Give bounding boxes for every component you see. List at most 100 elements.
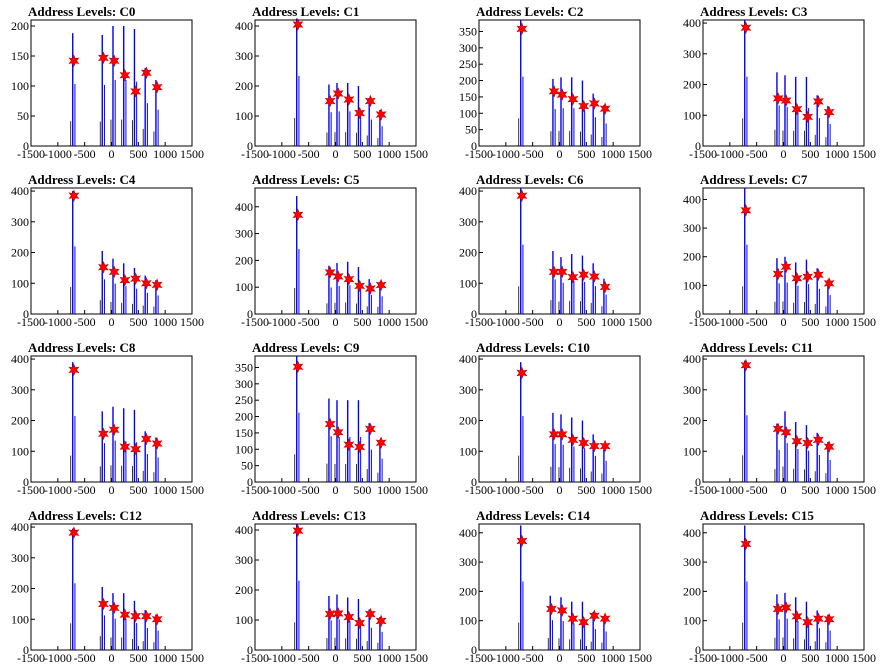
y-tick-label: 0 [247, 307, 253, 321]
spike-group [294, 524, 300, 650]
x-tick-label: -500 [522, 315, 544, 329]
y-tick-label: 100 [11, 276, 29, 290]
peak-marker [780, 601, 792, 614]
y-tick-label: 150 [11, 49, 29, 63]
chart-title: Address Levels: C14 [476, 508, 590, 523]
peak-marker [599, 102, 611, 116]
chart-title: Address Levels: C11 [700, 340, 813, 355]
spike-group [590, 263, 596, 314]
y-tick-label: 100 [459, 614, 477, 628]
peak-marker [516, 22, 528, 36]
x-tick-label: -1000 [268, 315, 296, 329]
y-tick-label: 0 [695, 139, 701, 153]
x-tick-label: 500 [577, 147, 595, 161]
plot-frame [254, 187, 417, 315]
peak-marker [332, 87, 344, 100]
y-tick-label: 100 [11, 612, 29, 626]
y-tick-label: 100 [683, 108, 701, 122]
peak-marker [130, 85, 142, 98]
x-tick-label: 500 [129, 147, 147, 161]
y-tick-label: 300 [683, 221, 701, 235]
y-tick-label: 400 [683, 192, 701, 206]
peak-marker [375, 436, 387, 449]
peak-marker [599, 612, 611, 625]
x-tick-label: 500 [353, 315, 371, 329]
x-tick-label: -500 [298, 315, 320, 329]
spike-group [366, 423, 372, 482]
x-tick-label: 1500 [852, 147, 876, 161]
peak-marker [68, 526, 80, 539]
peak-marker [140, 432, 152, 446]
spike-group [774, 258, 780, 314]
peak-marker [140, 66, 152, 80]
peak-marker [343, 93, 355, 106]
y-tick-label: 300 [683, 555, 701, 569]
peak-marker [588, 439, 600, 453]
peak-marker [108, 265, 120, 279]
peak-marker [791, 609, 803, 623]
y-tick-label: 100 [683, 278, 701, 292]
x-tick-label: 0 [781, 483, 787, 497]
x-tick-label: -1000 [492, 315, 520, 329]
x-tick-label: 1000 [377, 315, 401, 329]
plot-frame [30, 355, 193, 483]
chart-title: Address Levels: C2 [476, 4, 583, 19]
peak-marker [97, 427, 109, 441]
chart-svg: Address Levels: C7 0 100 200 300 400 -1500-100… [683, 172, 876, 329]
y-tick-label: 300 [11, 383, 29, 397]
peak-marker [588, 609, 600, 622]
y-tick-label: 0 [23, 307, 29, 321]
peak-marker [68, 54, 80, 68]
spike-group [793, 597, 799, 650]
y-tick-label: 200 [683, 78, 701, 92]
y-tick-label: 300 [459, 555, 477, 569]
x-tick-label: 0 [781, 315, 787, 329]
spike-group [590, 434, 596, 482]
x-tick-label: -1500 [17, 651, 45, 665]
y-tick-label: 100 [683, 444, 701, 458]
spike-group [569, 254, 575, 314]
x-tick-label: 1500 [628, 147, 652, 161]
x-tick-label: 1500 [404, 483, 428, 497]
plot-frame [30, 19, 193, 147]
chart-title: Address Levels: C0 [28, 4, 135, 19]
peak-marker [151, 80, 163, 94]
x-tick-label: 1500 [852, 483, 876, 497]
y-tick-label: 350 [459, 24, 477, 38]
x-tick-label: 1500 [404, 147, 428, 161]
spike-group [345, 597, 351, 650]
y-tick-label: 200 [683, 584, 701, 598]
chart-svg: Address Levels: C3 0 100 200 300 400 -1500-100… [683, 4, 876, 161]
chart-title: Address Levels: C15 [700, 508, 814, 523]
peak-marker [354, 440, 366, 454]
x-tick-label: -1500 [241, 483, 269, 497]
spike-group [377, 439, 383, 482]
spike-group [110, 406, 116, 482]
peak-marker [375, 108, 387, 121]
x-tick-label: -1500 [465, 483, 493, 497]
x-tick-label: 0 [109, 483, 115, 497]
spike-group [804, 259, 810, 314]
y-tick-label: 0 [23, 139, 29, 153]
spike-group [70, 191, 76, 314]
x-tick-label: 500 [129, 315, 147, 329]
y-tick-label: 100 [683, 614, 701, 628]
peak-marker [364, 422, 376, 436]
plot-frame [478, 523, 641, 651]
peak-marker [578, 99, 590, 113]
x-tick-label: 1000 [601, 651, 625, 665]
chart-title: Address Levels: C9 [252, 340, 360, 355]
peak-marker [68, 363, 80, 377]
peak-marker [516, 189, 528, 203]
spike-group [580, 420, 586, 482]
x-tick-label: 500 [353, 483, 371, 497]
x-tick-label: -500 [74, 483, 96, 497]
spike-group [601, 443, 607, 482]
peak-marker [823, 277, 835, 290]
x-tick-label: -500 [746, 147, 768, 161]
chart-panel: Address Levels: C9 0 50 100 150 200 250 300 350 -… [224, 336, 448, 504]
y-tick-label: 300 [235, 377, 253, 391]
y-tick-label: 200 [235, 253, 253, 267]
peak-marker [292, 524, 304, 537]
chart-panel: Address Levels: C8 0 100 200 300 400 -1500 -100… [0, 336, 224, 504]
